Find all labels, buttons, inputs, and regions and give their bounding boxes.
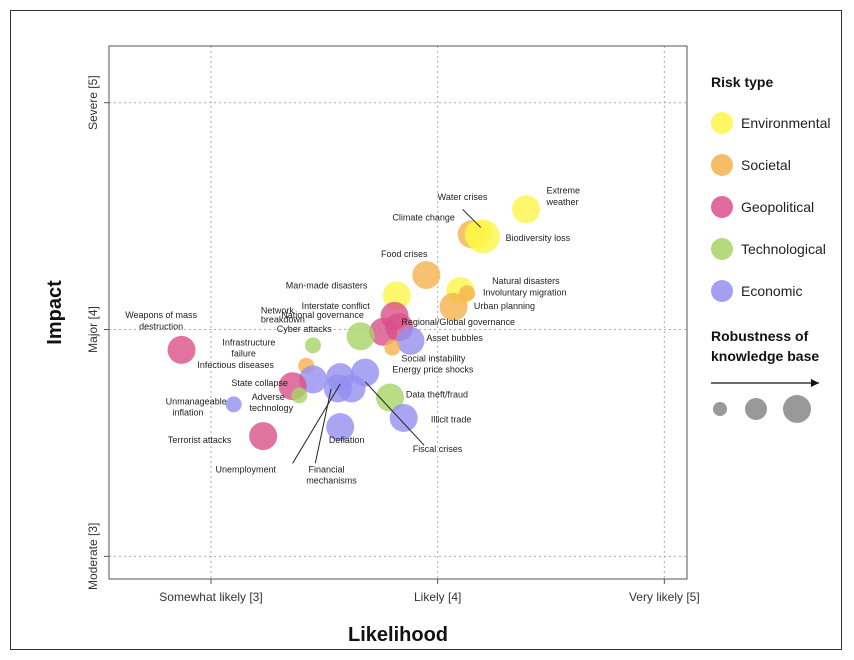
point-label: State collapse bbox=[231, 378, 288, 388]
point-label: Deflation bbox=[329, 435, 365, 445]
point-label: Water crises bbox=[438, 192, 488, 202]
point-label: National governance bbox=[281, 310, 364, 320]
point-label: Asset bubbles bbox=[426, 333, 483, 343]
point-label: Interstate conflict bbox=[302, 301, 371, 311]
point-label: Climate change bbox=[392, 213, 455, 223]
point-label: Unemployment bbox=[216, 464, 277, 474]
size-legend-circle bbox=[713, 402, 727, 416]
point-labels: Extreme weather Water crises Climate change… bbox=[125, 185, 580, 485]
point-label: Urban planning bbox=[474, 301, 535, 311]
point-label: Data theft/fraud bbox=[406, 390, 468, 400]
point-label: Biodiversity loss bbox=[506, 233, 571, 243]
grid bbox=[109, 46, 687, 579]
risk-point bbox=[326, 413, 355, 442]
figure-frame: Somewhat likely [3] Likely [4] Very likely… bbox=[10, 10, 842, 650]
risk-point bbox=[382, 281, 411, 310]
risk-point bbox=[389, 403, 418, 432]
risk-point bbox=[384, 339, 401, 356]
leader-line bbox=[314, 388, 332, 464]
risk-point bbox=[376, 383, 405, 412]
x-axis-title: Likelihood bbox=[348, 624, 448, 646]
x-tick-label: Somewhat likely [3] bbox=[159, 590, 262, 604]
risk-point bbox=[167, 335, 196, 364]
size-legend-title: Robustness of bbox=[711, 328, 809, 344]
legend-swatch bbox=[711, 112, 733, 134]
legend-swatch bbox=[711, 154, 733, 176]
arrow-head-icon bbox=[811, 379, 819, 387]
point-label: Social instability bbox=[401, 353, 466, 363]
x-tick-label: Very likely [5] bbox=[629, 590, 700, 604]
y-tick-label: Severe [5] bbox=[86, 75, 100, 130]
leader-lines bbox=[292, 208, 482, 464]
legend-title: Risk type bbox=[711, 74, 773, 90]
risk-point bbox=[464, 220, 493, 249]
point-label: destruction bbox=[139, 322, 183, 332]
risk-point bbox=[291, 387, 308, 404]
point-label: Cyber attacks bbox=[277, 324, 333, 334]
point-label: Involuntary migration bbox=[483, 287, 567, 297]
point-label: Network bbox=[261, 306, 295, 316]
legend-label: Economic bbox=[741, 283, 802, 299]
risk-scatter-chart: Somewhat likely [3] Likely [4] Very likely… bbox=[44, 45, 831, 646]
point-label: Regional/Global governance bbox=[401, 317, 515, 327]
legend-label: Geopolitical bbox=[741, 199, 814, 215]
x-tick-label: Likely [4] bbox=[414, 590, 461, 604]
risk-point bbox=[337, 374, 366, 403]
point-label: Fiscal crises bbox=[413, 444, 463, 454]
point-label: Unmanageable bbox=[166, 396, 227, 406]
y-tick-label: Moderate [3] bbox=[86, 523, 100, 590]
leader-line bbox=[462, 208, 482, 228]
point-label: Illicit trade bbox=[431, 415, 472, 425]
risk-point bbox=[249, 422, 278, 451]
leader-line bbox=[364, 381, 425, 446]
risk-point bbox=[369, 317, 398, 346]
point-label: technology bbox=[250, 403, 294, 413]
legend-swatch bbox=[711, 196, 733, 218]
point-label: Extreme bbox=[546, 185, 580, 195]
size-legend-circle bbox=[745, 398, 767, 420]
point-label: Adverse bbox=[252, 392, 285, 402]
legend-label: Technological bbox=[741, 241, 826, 257]
risk-point bbox=[512, 195, 541, 224]
point-label: Infrastructure bbox=[222, 337, 275, 347]
point-label: failure bbox=[231, 349, 256, 359]
risk-point bbox=[396, 326, 425, 355]
legend-label: Societal bbox=[741, 157, 791, 173]
legend: Risk type Environmental Societal Geopolitic… bbox=[711, 74, 831, 423]
point-label: inflation bbox=[172, 408, 203, 418]
point-label: Energy price shocks bbox=[392, 365, 474, 375]
point-label: Terrorist attacks bbox=[168, 435, 232, 445]
risk-point bbox=[346, 322, 375, 351]
leader-line bbox=[292, 383, 341, 464]
risk-point bbox=[412, 261, 441, 290]
point-label: Natural disasters bbox=[492, 276, 560, 286]
risk-point bbox=[225, 396, 242, 413]
legend-swatch bbox=[711, 280, 733, 302]
risk-point bbox=[305, 337, 321, 354]
point-label: mechanisms bbox=[306, 476, 357, 486]
point-label: Man-made disasters bbox=[286, 281, 368, 291]
point-label: breakdown bbox=[261, 315, 305, 325]
axes: Somewhat likely [3] Likely [4] Very likely… bbox=[44, 45, 700, 646]
size-legend-circle bbox=[783, 395, 811, 423]
point-label: weather bbox=[545, 197, 578, 207]
point-label: Food crises bbox=[381, 249, 428, 259]
size-legend-title: knowledge base bbox=[711, 348, 819, 364]
plot-border bbox=[108, 45, 688, 580]
legend-swatch bbox=[711, 238, 733, 260]
risk-point bbox=[439, 292, 468, 321]
point-label: Financial bbox=[308, 464, 344, 474]
legend-label: Environmental bbox=[741, 115, 831, 131]
y-axis-title: Impact bbox=[44, 280, 66, 345]
y-tick-label: Major [4] bbox=[86, 306, 100, 353]
point-label: Weapons of mass bbox=[125, 310, 197, 320]
point-label: Infectious diseases bbox=[197, 360, 274, 370]
